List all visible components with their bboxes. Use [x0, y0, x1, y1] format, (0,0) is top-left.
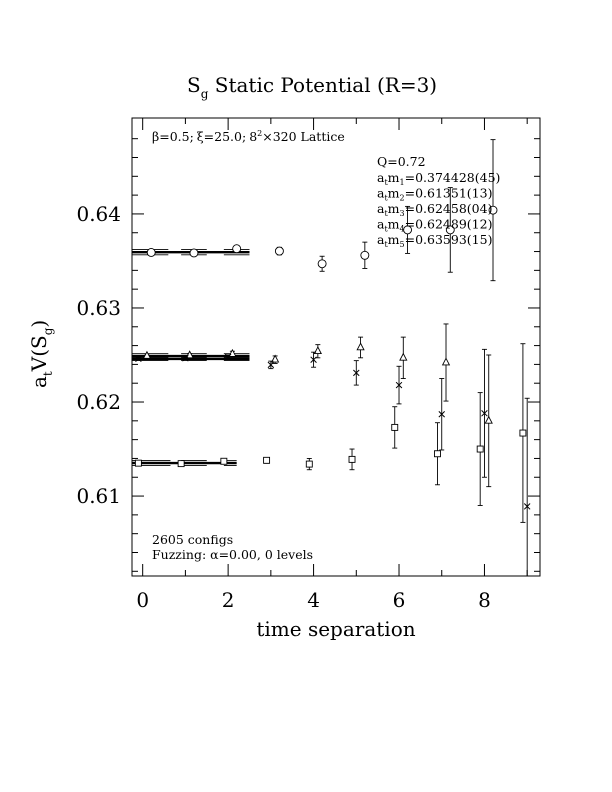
data-point-square [434, 450, 441, 458]
y-tick-label: 0.63 [76, 296, 121, 320]
lattice-size-sup: 2 [257, 129, 262, 138]
fit-mass-4: atm4=0.62489(12) [377, 217, 492, 234]
data-point-circle [317, 259, 327, 269]
data-point-cross [267, 361, 275, 369]
title-rest: Static Potential (R=3) [208, 73, 437, 97]
ylabel-sub1: t [41, 371, 55, 376]
plot-frame [131, 117, 541, 577]
data-point-cross [395, 381, 403, 389]
title-sub: g [201, 87, 209, 101]
data-point-cross [481, 410, 488, 417]
data-point-triangle [484, 415, 493, 424]
data-point-square [177, 460, 185, 468]
lattice-info: β=0.5; ξ=25.0; 82×320 Lattice [152, 129, 345, 144]
axis-ticks: 0 2 4 6 8 0.61 0.62 0.63 0.64 [76, 118, 540, 612]
data-point-circle [445, 225, 455, 235]
lattice-xi: ξ=25.0; [197, 129, 246, 144]
title-main: S [187, 73, 201, 97]
x-tick-label: 0 [136, 588, 149, 612]
data-point-square [305, 460, 313, 468]
data-point-circle [274, 246, 284, 256]
data-point-cross [523, 503, 531, 510]
data-point-cross [310, 356, 317, 363]
y-tick-label: 0.61 [76, 484, 121, 508]
y-tick-label: 0.62 [76, 390, 121, 414]
ylabel-sub2: g [41, 327, 55, 335]
data-point-triangle [399, 352, 408, 361]
x-tick-label: 2 [222, 588, 235, 612]
data-point-cross [224, 353, 232, 361]
data-point-square [220, 457, 228, 465]
data-points [134, 139, 531, 576]
data-point-square [263, 456, 271, 464]
data-point-circle [360, 250, 370, 260]
fit-info: Q=0.72 atm1=0.374428(45)atm2=0.61351(13)… [377, 154, 500, 249]
fit-mass-2: atm2=0.61351(13) [377, 186, 492, 203]
lattice-size-post: ×320 Lattice [262, 129, 345, 144]
data-point-triangle [270, 354, 280, 363]
data-point-triangle [356, 342, 365, 351]
fit-q: Q=0.72 [377, 154, 426, 169]
configs-label: 2605 configs [152, 532, 233, 547]
ylabel-main: a [27, 376, 51, 388]
data-point-circle [403, 225, 413, 235]
data-point-circle [146, 248, 156, 257]
data-point-square [476, 445, 484, 453]
data-point-square [134, 459, 142, 467]
mass-list: atm1=0.374428(45)atm2=0.61351(13)atm3=0.… [377, 170, 500, 249]
y-tick-label: 0.64 [76, 202, 121, 226]
data-point-cross [438, 410, 445, 418]
y-axis-label: atV(Sg) [27, 320, 55, 388]
fit-mass-5: atm5=0.63593(15) [377, 232, 492, 249]
data-point-triangle [441, 357, 451, 366]
fit-mass-3: atm3=0.62458(04) [377, 201, 492, 218]
data-point-square [391, 423, 399, 431]
x-tick-label: 8 [478, 588, 491, 612]
chart-title: Sg Static Potential (R=3) [187, 73, 437, 101]
data-point-circle [189, 248, 199, 258]
data-point-square [519, 429, 527, 437]
ylabel-mid: V(S [27, 335, 51, 372]
lattice-beta: β=0.5; [152, 129, 194, 144]
data-point-cross [353, 369, 360, 377]
data-point-circle [488, 205, 498, 215]
lattice-size-pre: 8 [249, 129, 257, 144]
data-point-cross [135, 355, 142, 363]
x-axis-label: time separation [256, 617, 415, 641]
fuzzing-label: Fuzzing: α=0.00, 0 levels [152, 547, 313, 562]
fit-mass-1: atm1=0.374428(45) [377, 170, 500, 187]
data-point-square [348, 455, 356, 463]
data-point-circle [232, 244, 242, 254]
data-point-cross [182, 355, 189, 362]
ylabel-end: ) [27, 320, 51, 328]
data-point-triangle [142, 350, 152, 359]
x-tick-label: 6 [393, 588, 406, 612]
data-point-triangle [313, 346, 322, 355]
x-tick-label: 4 [307, 588, 320, 612]
